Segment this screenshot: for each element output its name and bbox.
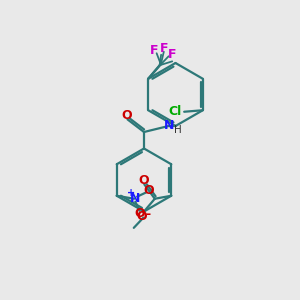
Text: F: F (150, 44, 158, 57)
Text: O: O (138, 174, 149, 187)
Text: O: O (135, 207, 146, 220)
Text: O: O (144, 184, 154, 197)
Text: +: + (127, 188, 135, 198)
Text: F: F (168, 48, 176, 61)
Text: O: O (137, 210, 148, 223)
Text: Cl: Cl (169, 105, 182, 118)
Text: -: - (145, 208, 150, 221)
Text: H: H (174, 124, 182, 135)
Text: O: O (121, 109, 132, 122)
Text: N: N (130, 192, 140, 205)
Text: F: F (160, 42, 169, 55)
Text: N: N (164, 118, 174, 132)
